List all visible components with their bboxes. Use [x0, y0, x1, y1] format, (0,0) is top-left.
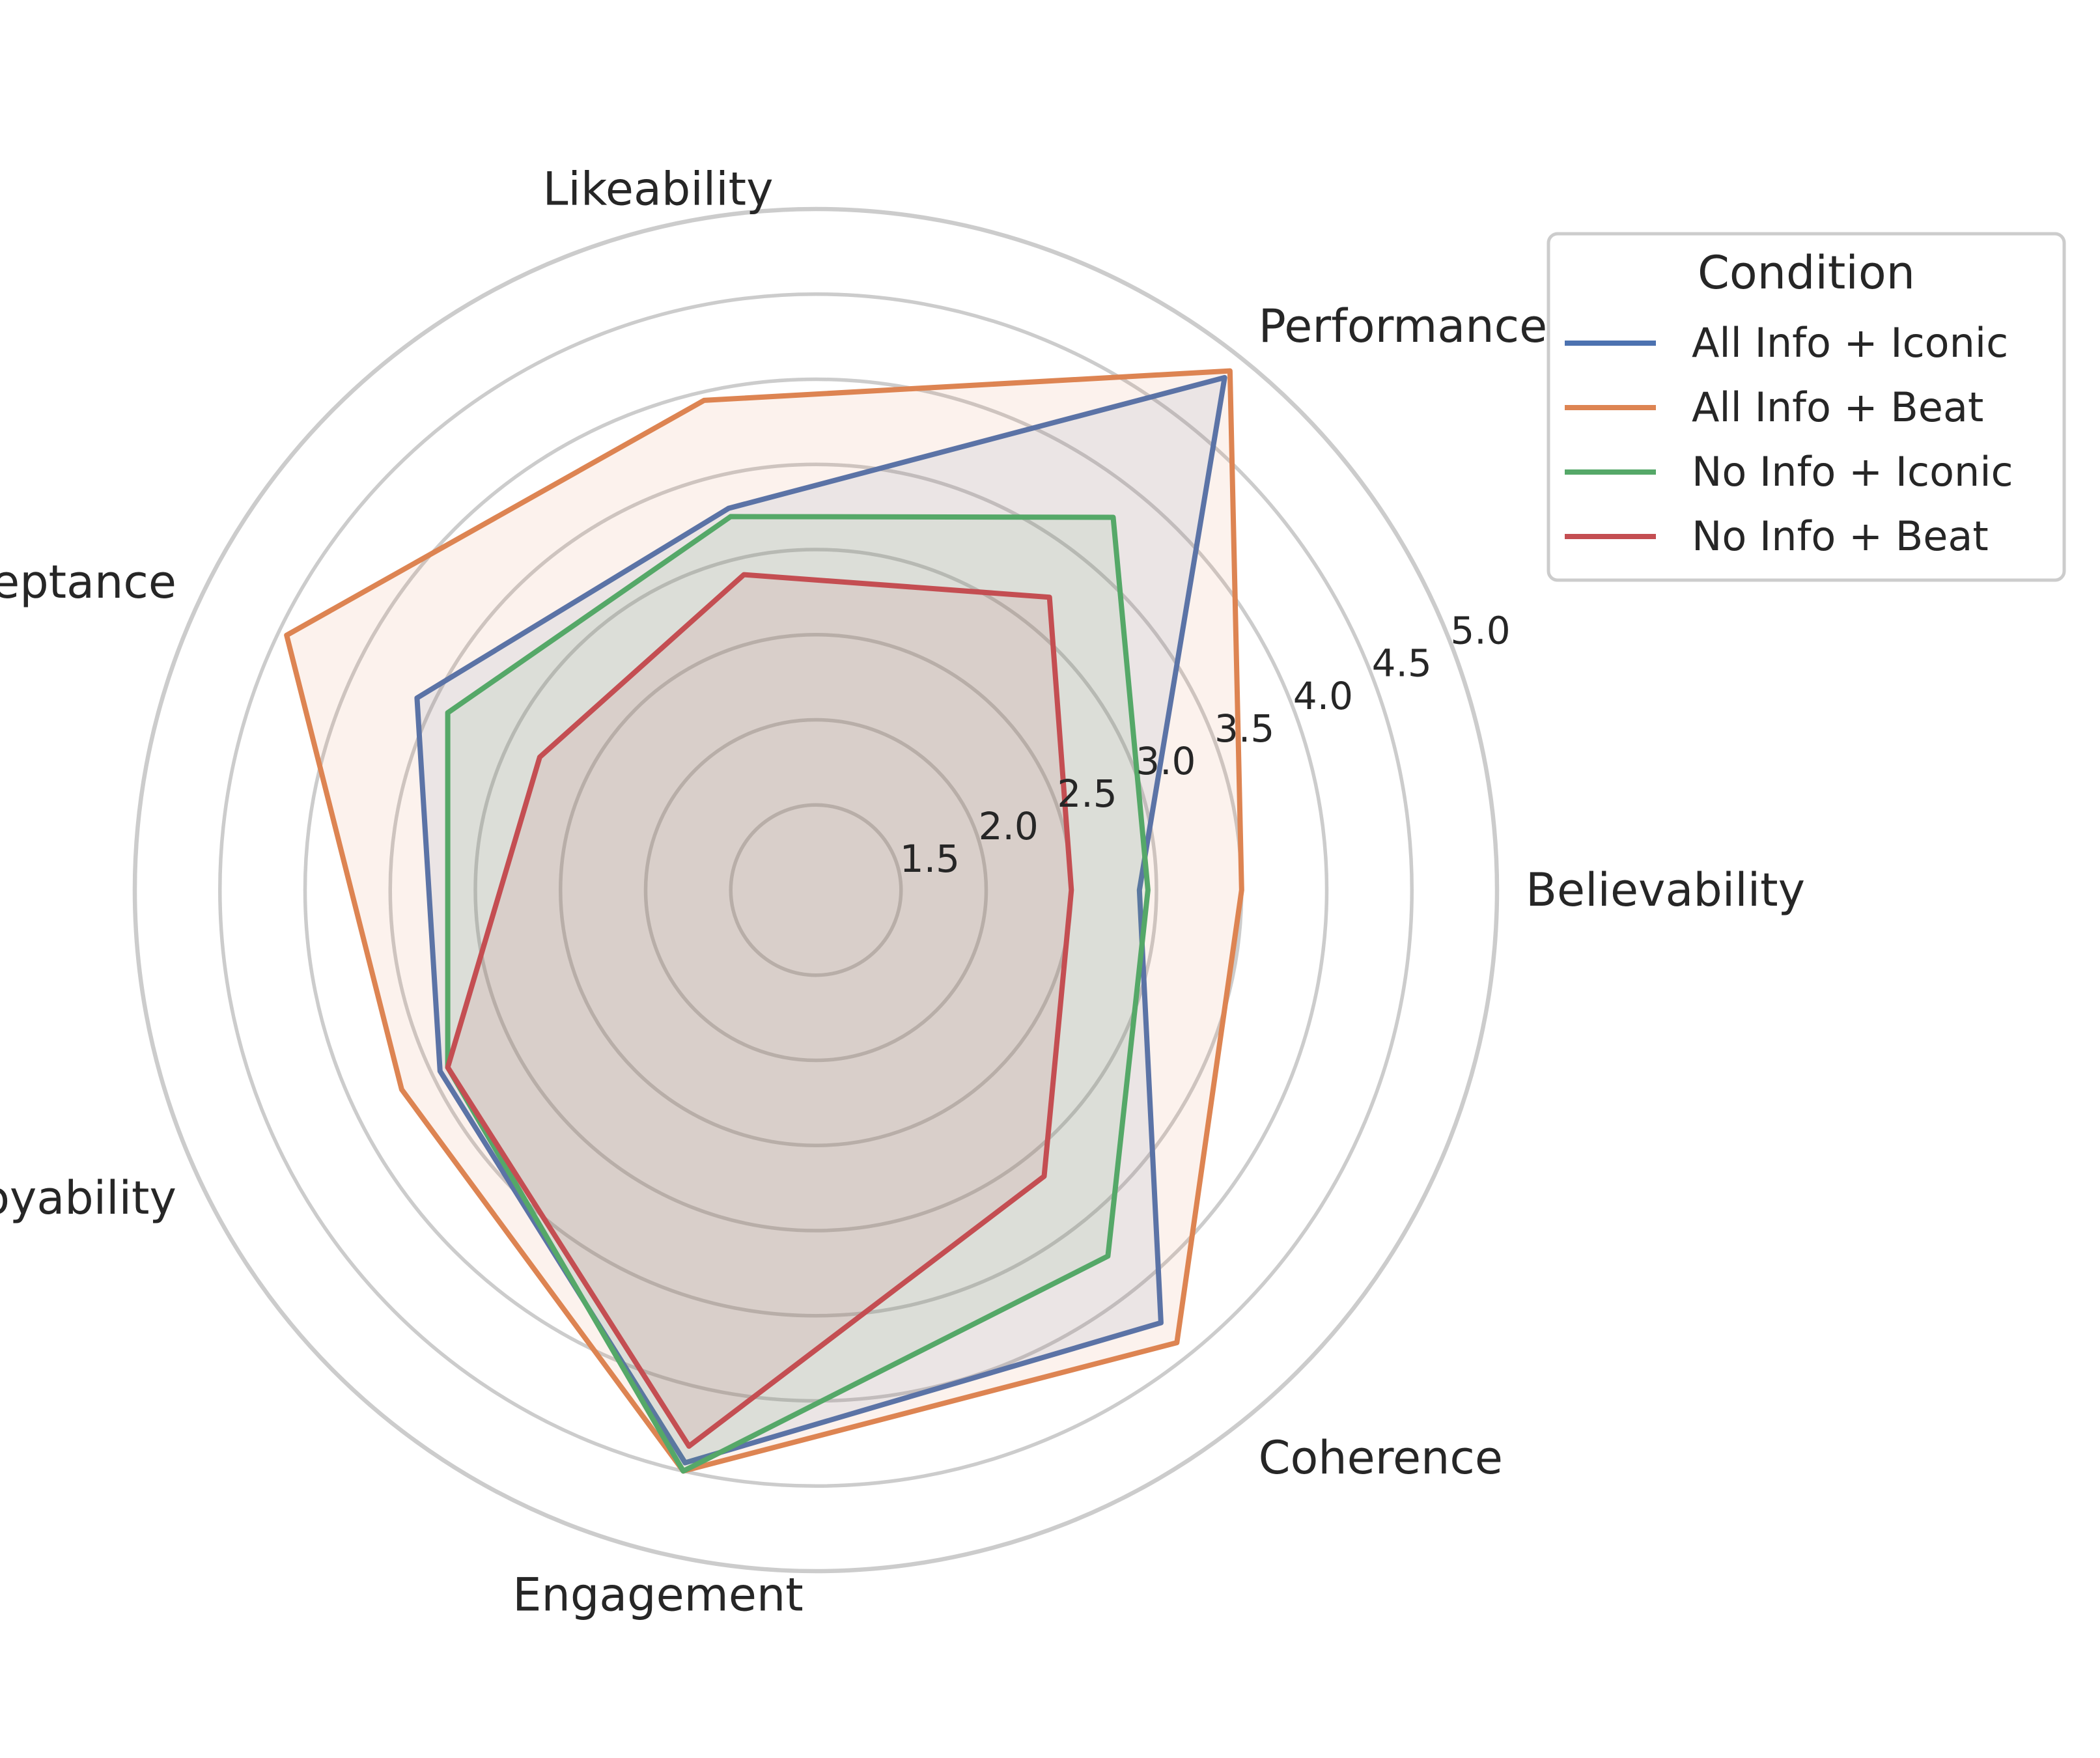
legend-label-no-info-iconic: No Info + Iconic: [1692, 448, 2013, 495]
radial-tick-labels: 1.5 2.0 2.5 3.0 3.5 4.0 4.5 5.0: [900, 609, 1511, 881]
legend-box: [1547, 232, 2066, 582]
tick-label-4.0: 4.0: [1293, 674, 1353, 718]
tick-label-2.0: 2.0: [979, 804, 1039, 848]
outer-grid-ring: [132, 206, 1500, 1574]
axis-labels: Believability Performance Likeability Accep…: [0, 162, 1805, 1621]
legend-label-no-info-beat: No Info + Beat: [1692, 512, 1989, 560]
legend-label-all-info-beat: All Info + Beat: [1692, 384, 1983, 431]
legend-label-all-info-iconic: All Info + Iconic: [1692, 319, 2008, 367]
tick-label-2.5: 2.5: [1057, 772, 1117, 816]
grid-ring-4.0: [303, 377, 1329, 1403]
tick-label-4.5: 4.5: [1372, 641, 1432, 686]
axis-label-enjoyability: Enjoyability: [0, 1171, 176, 1225]
axis-label-coherence: Coherence: [1259, 1431, 1503, 1485]
tick-label-5.0: 5.0: [1450, 609, 1510, 653]
legend-items: All Info + Iconic All Info + Beat No Info …: [1565, 319, 2013, 560]
series-line-all-info-beat: [284, 368, 1244, 1474]
axis-label-engagement: Engagement: [512, 1569, 804, 1622]
axis-label-performance: Performance: [1259, 300, 1548, 353]
axis-label-believability: Believability: [1526, 863, 1805, 917]
grid-ring-2.0: [643, 718, 988, 1063]
series-line-no-info-beat: [445, 572, 1074, 1449]
grid-ring-3.0: [473, 548, 1158, 1233]
radar-series: [284, 368, 1244, 1474]
legend-title: Condition: [1698, 246, 1915, 300]
axis-label-likeability: Likeability: [542, 162, 773, 216]
tick-label-1.5: 1.5: [900, 837, 960, 881]
tick-label-3.0: 3.0: [1136, 739, 1196, 783]
legend: Condition All Info + Iconic All Info + Be…: [1547, 232, 2066, 582]
grid-ring-4.5: [218, 292, 1414, 1488]
grid-ring-1.5: [729, 803, 903, 977]
radar-grid: [132, 206, 1500, 1574]
series-line-all-info-iconic: [414, 374, 1227, 1466]
series-fill-no-info-beat: [447, 574, 1072, 1447]
tick-label-3.5: 3.5: [1214, 706, 1274, 751]
series-line-no-info-iconic: [445, 514, 1151, 1474]
axis-label-acceptance: Acceptance: [0, 555, 176, 609]
